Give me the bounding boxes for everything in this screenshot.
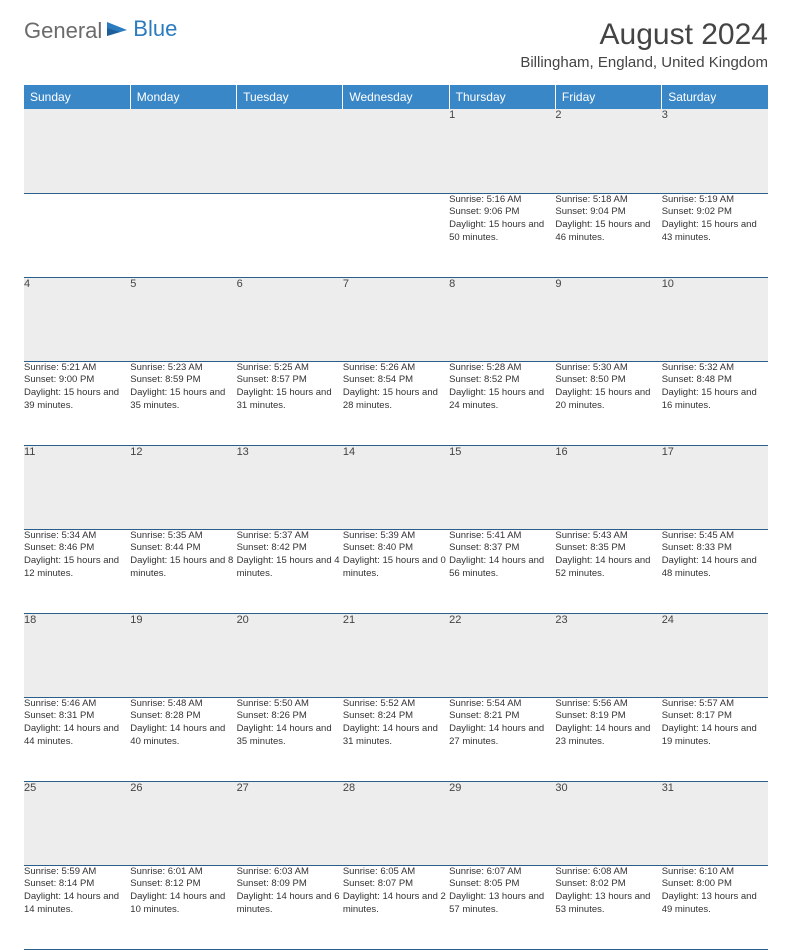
- day-number-cell: 13: [237, 445, 343, 529]
- day-number-cell: [237, 109, 343, 193]
- day-number-cell: 31: [662, 781, 768, 865]
- day-number-cell: 30: [555, 781, 661, 865]
- day-content-cell: Sunrise: 5:19 AMSunset: 9:02 PMDaylight:…: [662, 193, 768, 277]
- page-header: General Blue August 2024 Billingham, Eng…: [24, 18, 768, 71]
- day-content-cell: Sunrise: 5:35 AMSunset: 8:44 PMDaylight:…: [130, 529, 236, 613]
- day-number-cell: 7: [343, 277, 449, 361]
- content-row: Sunrise: 5:46 AMSunset: 8:31 PMDaylight:…: [24, 697, 768, 781]
- day-number-cell: 1: [449, 109, 555, 193]
- day-content-cell: Sunrise: 5:16 AMSunset: 9:06 PMDaylight:…: [449, 193, 555, 277]
- day-number-cell: 28: [343, 781, 449, 865]
- logo-text-blue: Blue: [133, 16, 177, 42]
- logo: General Blue: [24, 18, 177, 44]
- daynum-row: 123: [24, 109, 768, 193]
- day-header: Friday: [555, 85, 661, 109]
- day-number-cell: 6: [237, 277, 343, 361]
- day-content-cell: Sunrise: 5:43 AMSunset: 8:35 PMDaylight:…: [555, 529, 661, 613]
- day-number-cell: [343, 109, 449, 193]
- day-content-cell: Sunrise: 5:37 AMSunset: 8:42 PMDaylight:…: [237, 529, 343, 613]
- title-block: August 2024 Billingham, England, United …: [520, 18, 768, 71]
- day-content-cell: [237, 193, 343, 277]
- day-content-cell: Sunrise: 5:32 AMSunset: 8:48 PMDaylight:…: [662, 361, 768, 445]
- day-content-cell: [343, 193, 449, 277]
- daynum-row: 18192021222324: [24, 613, 768, 697]
- day-header-row: SundayMondayTuesdayWednesdayThursdayFrid…: [24, 85, 768, 109]
- day-header: Tuesday: [237, 85, 343, 109]
- day-number-cell: 20: [237, 613, 343, 697]
- day-header: Wednesday: [343, 85, 449, 109]
- day-content-cell: Sunrise: 5:48 AMSunset: 8:28 PMDaylight:…: [130, 697, 236, 781]
- day-number-cell: 17: [662, 445, 768, 529]
- content-row: Sunrise: 5:59 AMSunset: 8:14 PMDaylight:…: [24, 865, 768, 949]
- daynum-row: 25262728293031: [24, 781, 768, 865]
- day-content-cell: Sunrise: 6:07 AMSunset: 8:05 PMDaylight:…: [449, 865, 555, 949]
- day-content-cell: [24, 193, 130, 277]
- day-number-cell: 24: [662, 613, 768, 697]
- day-header: Monday: [130, 85, 236, 109]
- day-number-cell: 15: [449, 445, 555, 529]
- content-row: Sunrise: 5:34 AMSunset: 8:46 PMDaylight:…: [24, 529, 768, 613]
- day-header: Thursday: [449, 85, 555, 109]
- day-number-cell: 25: [24, 781, 130, 865]
- day-content-cell: Sunrise: 5:18 AMSunset: 9:04 PMDaylight:…: [555, 193, 661, 277]
- day-content-cell: Sunrise: 5:26 AMSunset: 8:54 PMDaylight:…: [343, 361, 449, 445]
- calendar-body: 123 Sunrise: 5:16 AMSunset: 9:06 PMDayli…: [24, 109, 768, 949]
- day-content-cell: Sunrise: 5:52 AMSunset: 8:24 PMDaylight:…: [343, 697, 449, 781]
- day-number-cell: 26: [130, 781, 236, 865]
- day-content-cell: Sunrise: 6:10 AMSunset: 8:00 PMDaylight:…: [662, 865, 768, 949]
- day-number-cell: [130, 109, 236, 193]
- location-text: Billingham, England, United Kingdom: [520, 54, 768, 71]
- day-number-cell: 29: [449, 781, 555, 865]
- logo-flag-icon: [107, 18, 129, 44]
- day-number-cell: 14: [343, 445, 449, 529]
- day-content-cell: Sunrise: 5:21 AMSunset: 9:00 PMDaylight:…: [24, 361, 130, 445]
- day-number-cell: 27: [237, 781, 343, 865]
- day-number-cell: 3: [662, 109, 768, 193]
- day-content-cell: [130, 193, 236, 277]
- day-number-cell: 8: [449, 277, 555, 361]
- day-number-cell: 23: [555, 613, 661, 697]
- daynum-row: 11121314151617: [24, 445, 768, 529]
- day-content-cell: Sunrise: 5:50 AMSunset: 8:26 PMDaylight:…: [237, 697, 343, 781]
- day-content-cell: Sunrise: 5:28 AMSunset: 8:52 PMDaylight:…: [449, 361, 555, 445]
- calendar-head: SundayMondayTuesdayWednesdayThursdayFrid…: [24, 85, 768, 109]
- day-number-cell: 10: [662, 277, 768, 361]
- day-content-cell: Sunrise: 5:23 AMSunset: 8:59 PMDaylight:…: [130, 361, 236, 445]
- day-content-cell: Sunrise: 5:45 AMSunset: 8:33 PMDaylight:…: [662, 529, 768, 613]
- day-content-cell: Sunrise: 5:59 AMSunset: 8:14 PMDaylight:…: [24, 865, 130, 949]
- day-header: Sunday: [24, 85, 130, 109]
- content-row: Sunrise: 5:16 AMSunset: 9:06 PMDaylight:…: [24, 193, 768, 277]
- day-number-cell: 22: [449, 613, 555, 697]
- day-number-cell: 2: [555, 109, 661, 193]
- calendar-table: SundayMondayTuesdayWednesdayThursdayFrid…: [24, 85, 768, 950]
- day-number-cell: 12: [130, 445, 236, 529]
- day-number-cell: 18: [24, 613, 130, 697]
- day-header: Saturday: [662, 85, 768, 109]
- day-number-cell: 5: [130, 277, 236, 361]
- day-number-cell: 9: [555, 277, 661, 361]
- day-content-cell: Sunrise: 5:34 AMSunset: 8:46 PMDaylight:…: [24, 529, 130, 613]
- day-content-cell: Sunrise: 6:05 AMSunset: 8:07 PMDaylight:…: [343, 865, 449, 949]
- month-title: August 2024: [520, 18, 768, 52]
- day-number-cell: [24, 109, 130, 193]
- day-number-cell: 19: [130, 613, 236, 697]
- day-content-cell: Sunrise: 6:08 AMSunset: 8:02 PMDaylight:…: [555, 865, 661, 949]
- logo-text-general: General: [24, 18, 102, 44]
- day-content-cell: Sunrise: 5:54 AMSunset: 8:21 PMDaylight:…: [449, 697, 555, 781]
- day-content-cell: Sunrise: 6:03 AMSunset: 8:09 PMDaylight:…: [237, 865, 343, 949]
- day-number-cell: 11: [24, 445, 130, 529]
- day-number-cell: 21: [343, 613, 449, 697]
- day-content-cell: Sunrise: 5:25 AMSunset: 8:57 PMDaylight:…: [237, 361, 343, 445]
- day-content-cell: Sunrise: 5:57 AMSunset: 8:17 PMDaylight:…: [662, 697, 768, 781]
- day-content-cell: Sunrise: 5:39 AMSunset: 8:40 PMDaylight:…: [343, 529, 449, 613]
- day-number-cell: 4: [24, 277, 130, 361]
- content-row: Sunrise: 5:21 AMSunset: 9:00 PMDaylight:…: [24, 361, 768, 445]
- day-number-cell: 16: [555, 445, 661, 529]
- day-content-cell: Sunrise: 5:56 AMSunset: 8:19 PMDaylight:…: [555, 697, 661, 781]
- day-content-cell: Sunrise: 5:30 AMSunset: 8:50 PMDaylight:…: [555, 361, 661, 445]
- day-content-cell: Sunrise: 6:01 AMSunset: 8:12 PMDaylight:…: [130, 865, 236, 949]
- daynum-row: 45678910: [24, 277, 768, 361]
- day-content-cell: Sunrise: 5:46 AMSunset: 8:31 PMDaylight:…: [24, 697, 130, 781]
- day-content-cell: Sunrise: 5:41 AMSunset: 8:37 PMDaylight:…: [449, 529, 555, 613]
